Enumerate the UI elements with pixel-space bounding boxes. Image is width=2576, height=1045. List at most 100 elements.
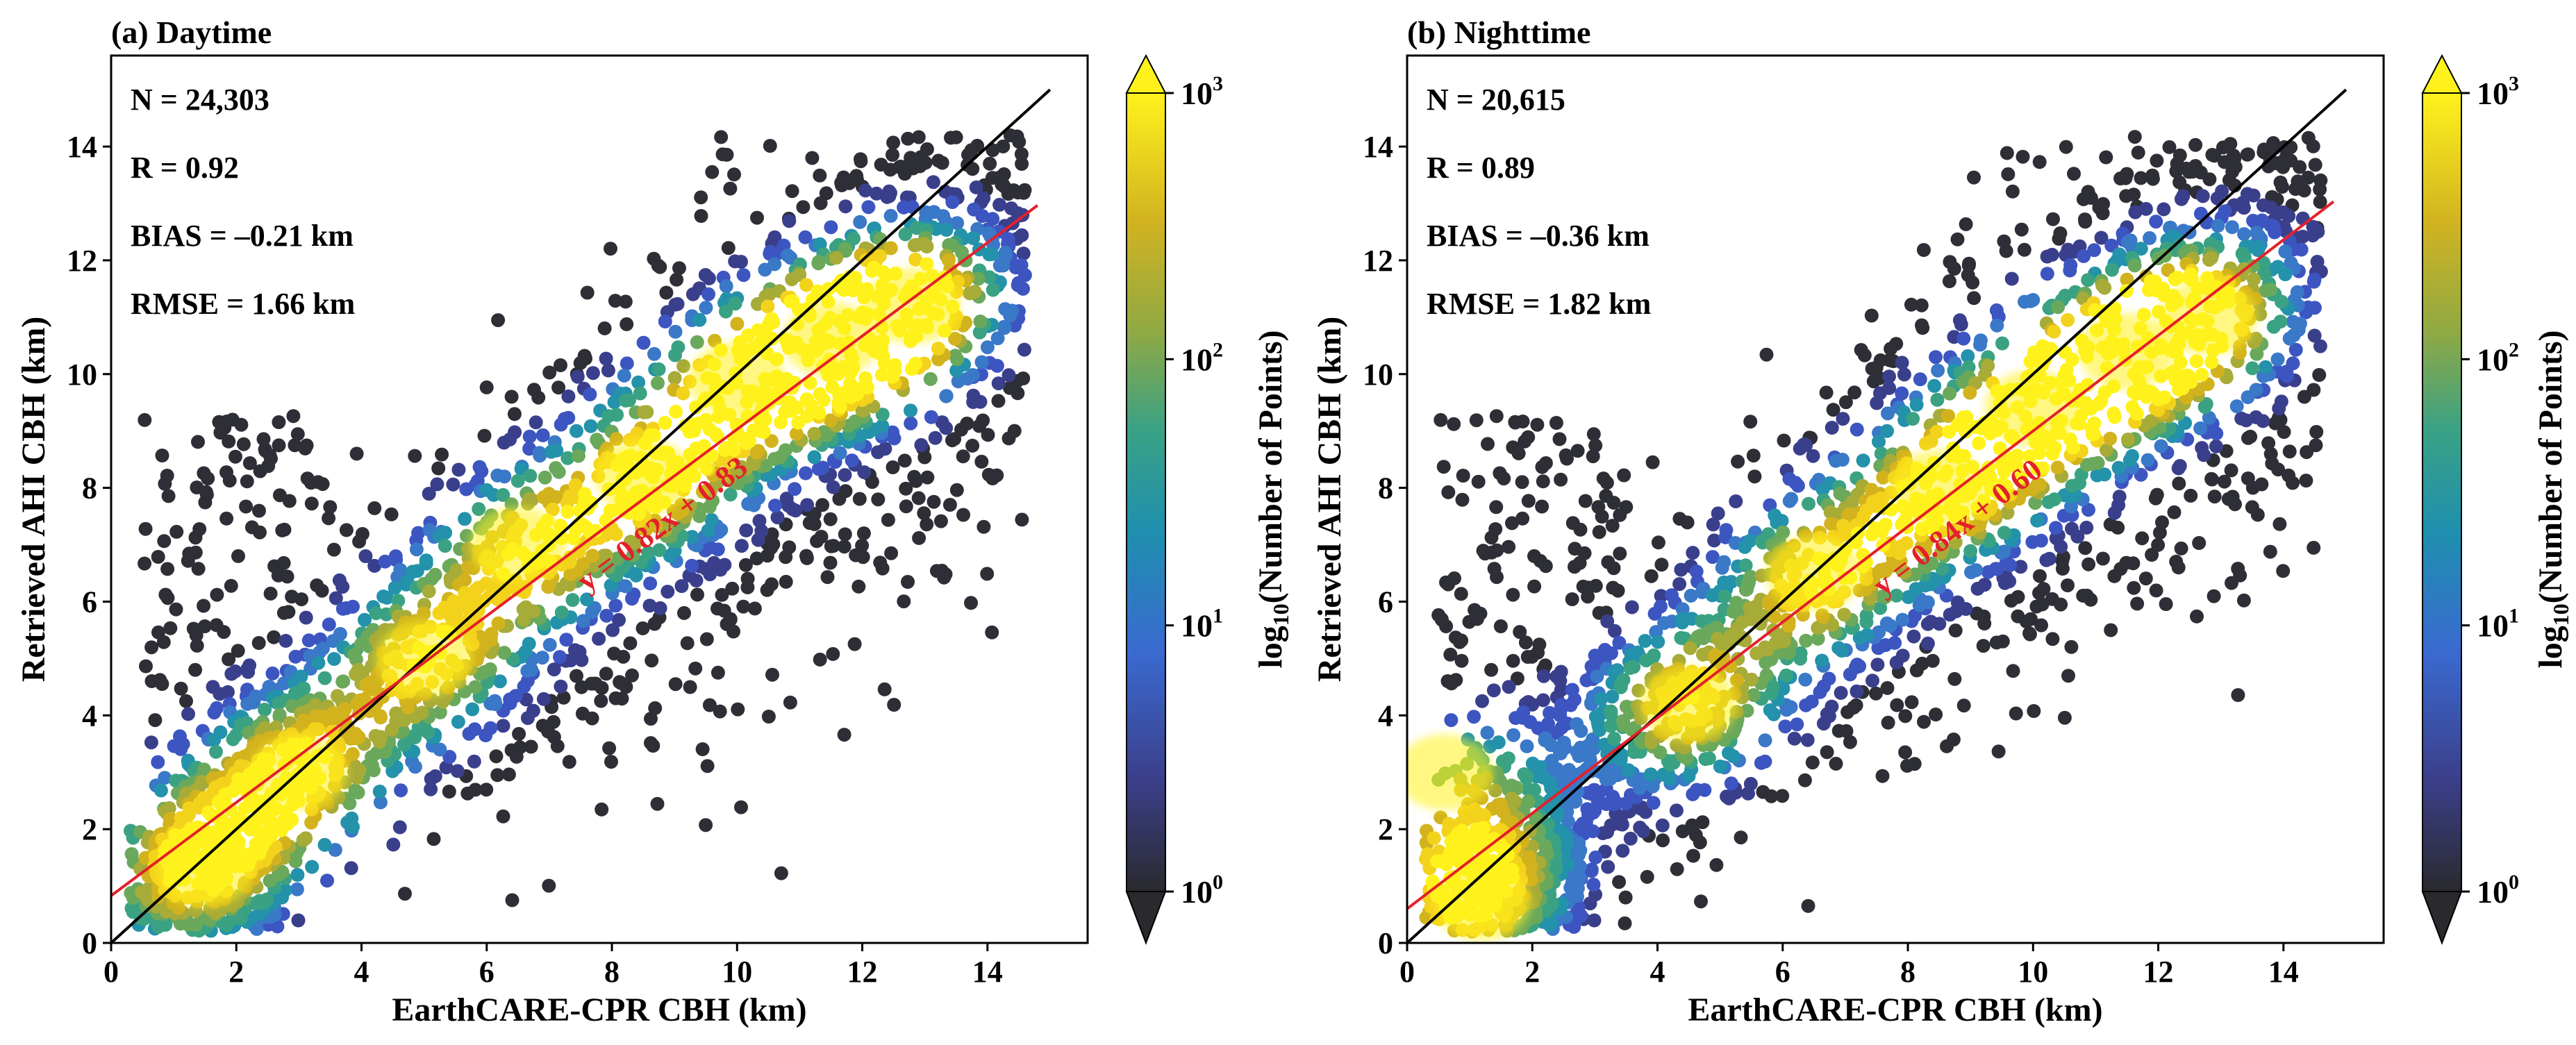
- scatter-point: [1754, 755, 1768, 770]
- scatter-point: [2125, 400, 2140, 415]
- scatter-point: [2174, 541, 2188, 555]
- scatter-point: [1880, 680, 1895, 695]
- scatter-point: [253, 525, 267, 540]
- scatter-point: [585, 366, 600, 381]
- scatter-point: [1685, 818, 1700, 833]
- scatter-point: [1882, 369, 1896, 384]
- scatter-point: [928, 430, 942, 445]
- scatter-point: [723, 487, 738, 502]
- scatter-point: [2104, 623, 2118, 637]
- scatter-point: [424, 771, 438, 786]
- scatter-point: [2022, 449, 2037, 464]
- scatter-point: [2067, 167, 2081, 181]
- scatter-point: [920, 470, 935, 485]
- scatter-point: [1906, 412, 1920, 426]
- x-axis: 0 2 4 6 8 10 12 14: [103, 943, 1003, 989]
- scatter-point: [825, 380, 840, 394]
- scatter-point: [2276, 564, 2291, 578]
- scatter-point: [1505, 516, 1519, 530]
- scatter-point: [749, 551, 764, 566]
- scatter-point: [1568, 692, 1582, 707]
- scatter-point: [547, 662, 561, 677]
- scatter-point: [1840, 705, 1855, 719]
- scatter-point: [2224, 463, 2238, 478]
- scatter-point: [1747, 688, 1761, 702]
- scatter-point: [1967, 291, 1981, 306]
- scatter-point: [2061, 578, 2075, 592]
- scatter-point: [394, 783, 408, 798]
- scatter-point: [871, 445, 886, 460]
- scatter-point: [727, 167, 741, 182]
- scatter-point: [898, 227, 913, 242]
- scatter-point: [435, 447, 449, 462]
- scatter-point: [1670, 738, 1684, 753]
- scatter-point: [1606, 561, 1621, 576]
- scatter-point: [1941, 409, 1956, 423]
- scatter-point: [236, 437, 251, 451]
- scatter-point: [659, 285, 674, 300]
- scatter-point: [719, 279, 733, 294]
- density-core: [156, 830, 254, 908]
- scatter-point: [1518, 434, 1532, 449]
- scatter-point: [1489, 500, 1504, 515]
- scatter-point: [768, 499, 782, 513]
- scatter-point: [209, 744, 223, 759]
- scatter-point: [1956, 331, 1971, 346]
- scatter-point: [856, 526, 871, 541]
- scatter-point: [1593, 723, 1606, 737]
- scatter-point: [291, 913, 306, 928]
- scatter-point: [699, 632, 714, 646]
- scatter-point: [219, 511, 234, 526]
- scatter-point: [738, 558, 753, 572]
- scatter-point: [624, 535, 638, 549]
- scatter-point: [2103, 517, 2118, 532]
- scatter-point: [2204, 471, 2219, 486]
- scatter-point: [845, 453, 859, 468]
- scatter-point: [542, 637, 557, 652]
- scatter-point: [971, 271, 986, 286]
- scatter-point: [1775, 789, 1790, 803]
- scatter-point: [294, 592, 309, 607]
- scatter-point: [1680, 515, 1695, 530]
- scatter-point: [2307, 274, 2321, 289]
- scatter-point: [939, 389, 954, 403]
- scatter-point: [279, 633, 293, 648]
- scatter-point: [226, 783, 240, 798]
- scatter-point: [468, 680, 483, 694]
- scatter-point: [384, 507, 399, 521]
- scatter-point: [181, 553, 195, 568]
- scatter-point: [747, 601, 762, 616]
- scatter-point: [1898, 709, 1913, 724]
- scatter-point: [267, 630, 281, 644]
- scatter-point: [1484, 545, 1499, 560]
- scatter-point: [1572, 555, 1587, 570]
- scatter-point: [705, 165, 720, 179]
- scatter-point: [2127, 130, 2142, 144]
- scatter-point: [163, 621, 178, 635]
- scatter-point: [1611, 583, 1625, 598]
- scatter-point: [887, 698, 901, 712]
- scatter-point: [2195, 367, 2209, 382]
- scatter-point: [153, 783, 168, 798]
- scatter-point: [985, 625, 999, 639]
- scatter-point: [851, 579, 866, 594]
- scatter-point: [607, 395, 622, 410]
- colorbar-extend-top: [1125, 53, 1167, 94]
- scatter-point: [1884, 342, 1898, 356]
- scatter-point: [823, 555, 838, 570]
- scatter-point: [299, 610, 313, 625]
- scatter-point: [2159, 597, 2173, 611]
- scatter-point: [2046, 212, 2060, 226]
- scatter-point: [739, 523, 754, 537]
- scatter-point: [1865, 674, 1879, 688]
- scatter-point: [298, 441, 313, 455]
- scatter-point: [378, 554, 392, 569]
- scatter-point: [2245, 361, 2260, 376]
- scatter-point: [1904, 695, 1919, 710]
- scatter-point: [1594, 692, 1609, 706]
- scatter-point: [1778, 719, 1793, 734]
- scatter-point: [1746, 449, 1761, 463]
- scatter-point: [1605, 689, 1620, 704]
- scatter-point: [641, 545, 656, 560]
- scatter-point: [317, 671, 332, 685]
